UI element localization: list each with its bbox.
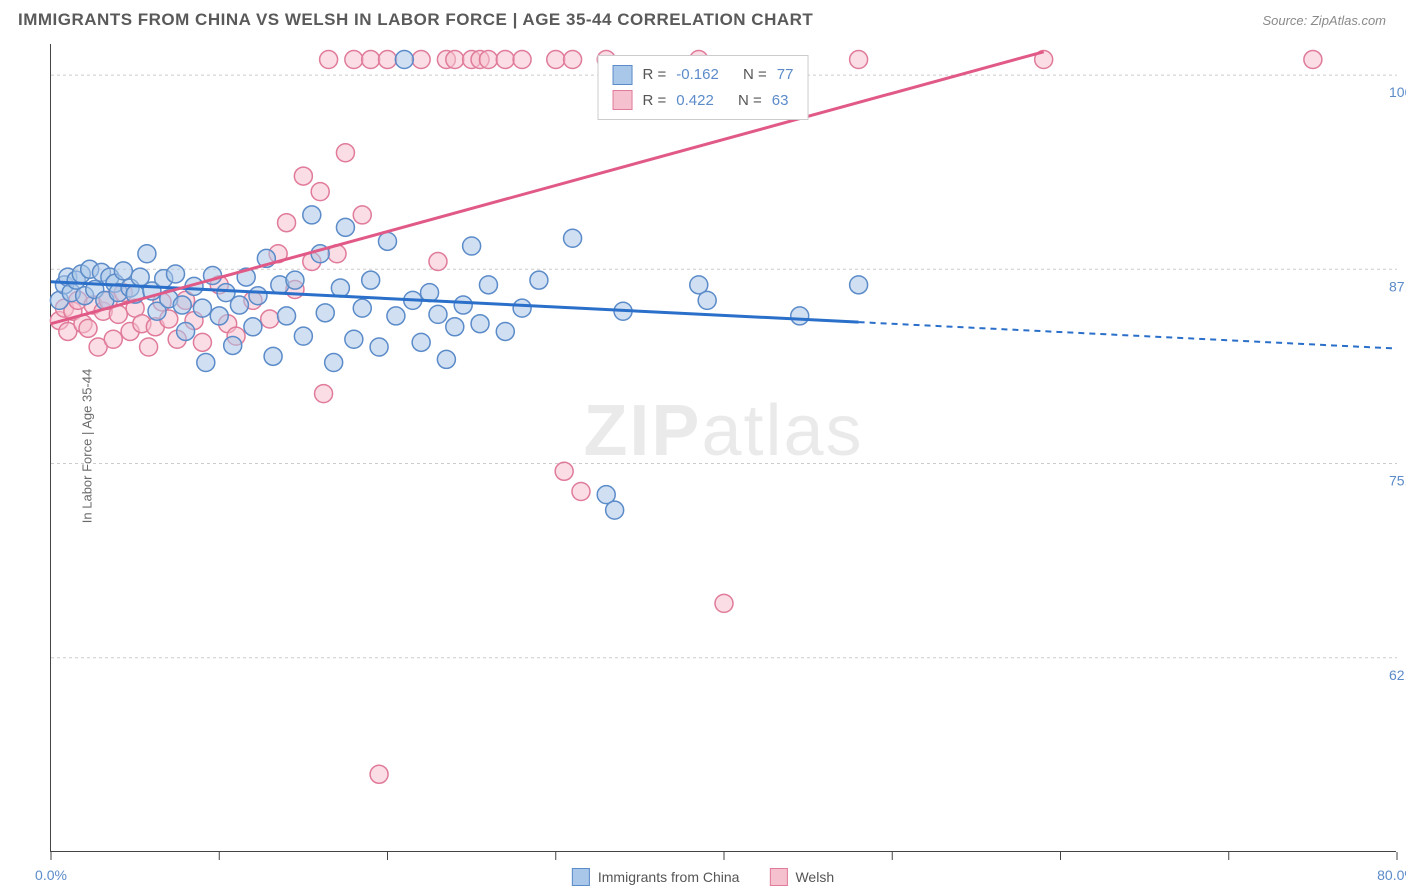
stats-swatch-pink [613, 90, 633, 110]
legend-label-pink: Welsh [795, 869, 834, 885]
chart-title: IMMIGRANTS FROM CHINA VS WELSH IN LABOR … [18, 10, 813, 30]
chart-header: IMMIGRANTS FROM CHINA VS WELSH IN LABOR … [0, 0, 1406, 38]
svg-text:75.0%: 75.0% [1389, 473, 1406, 489]
legend-label-blue: Immigrants from China [598, 869, 740, 885]
stats-swatch-blue [613, 65, 633, 85]
svg-text:80.0%: 80.0% [1377, 867, 1406, 883]
legend-item-pink: Welsh [769, 868, 834, 886]
chart-plot-area: 62.5%75.0%87.5%100.0%0.0%80.0% ZIPatlas [50, 44, 1396, 852]
svg-text:87.5%: 87.5% [1389, 278, 1406, 294]
legend-swatch-blue [572, 868, 590, 886]
chart-source: Source: ZipAtlas.com [1262, 13, 1386, 28]
svg-text:62.5%: 62.5% [1389, 667, 1406, 683]
legend-swatch-pink [769, 868, 787, 886]
svg-text:100.0%: 100.0% [1389, 84, 1406, 100]
stats-row-blue: R = -0.162 N = 77 [613, 62, 794, 88]
svg-text:0.0%: 0.0% [35, 867, 67, 883]
chart-svg: 62.5%75.0%87.5%100.0%0.0%80.0% [51, 44, 1396, 851]
bottom-legend: Immigrants from China Welsh [572, 868, 834, 886]
legend-item-blue: Immigrants from China [572, 868, 740, 886]
stats-legend-box: R = -0.162 N = 77 R = 0.422 N = 63 [598, 55, 809, 120]
stats-row-pink: R = 0.422 N = 63 [613, 88, 794, 114]
